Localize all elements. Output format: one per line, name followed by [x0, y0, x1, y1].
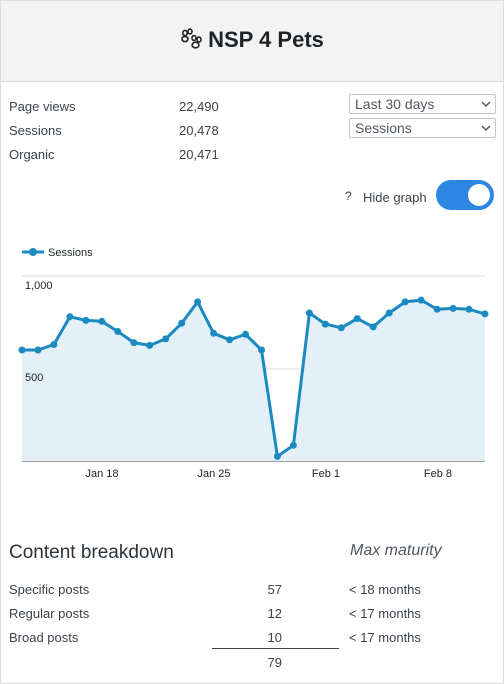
data-point-26[interactable] [417, 296, 425, 304]
data-point-18[interactable] [289, 441, 297, 449]
legend-label-sessions: Sessions [48, 247, 93, 259]
data-point-29[interactable] [465, 305, 473, 313]
stat-value-organic: 20,471 [179, 147, 219, 162]
hide-graph-label: Hide graph [363, 190, 427, 205]
data-point-19[interactable] [305, 309, 313, 317]
x-tick-label-jan-18: Jan 18 [85, 468, 118, 480]
chevron-down-icon [481, 101, 491, 108]
breakdown-maturity-broad: < 17 months [349, 630, 421, 645]
chevron-down-icon [481, 125, 491, 132]
data-point-25[interactable] [401, 298, 409, 306]
data-point-22[interactable] [353, 315, 361, 323]
hide-graph-toggle[interactable] [436, 180, 494, 210]
data-point-13[interactable] [210, 329, 218, 337]
stat-value-sessions: 20,478 [179, 123, 219, 138]
x-tick-label-feb-1: Feb 1 [312, 468, 340, 480]
y-tick-label-1000: 1,000 [25, 280, 53, 292]
paw-icon [181, 28, 202, 49]
data-point-7[interactable] [114, 328, 122, 335]
stat-label-sessions: Sessions [9, 123, 62, 138]
breakdown-total: 79 [267, 655, 282, 670]
breakdown-label-broad: Broad posts [9, 630, 79, 645]
data-point-14[interactable] [226, 336, 234, 344]
sessions-chart: Sessions 1,000 500 Jan 18 Jan 25 Feb 1 F… [18, 247, 489, 480]
sessions-points [18, 296, 489, 460]
data-point-3[interactable] [50, 341, 58, 348]
data-point-6[interactable] [98, 317, 106, 325]
site-title: NSP 4 Pets [208, 27, 324, 52]
total-divider [212, 648, 339, 649]
data-point-21[interactable] [337, 324, 345, 332]
breakdown-count-broad: 10 [267, 630, 282, 645]
data-point-10[interactable] [162, 335, 170, 343]
data-point-4[interactable] [66, 313, 74, 321]
x-tick-label-jan-25: Jan 25 [197, 468, 230, 480]
data-point-20[interactable] [321, 320, 329, 328]
data-point-16[interactable] [258, 346, 265, 354]
help-icon[interactable]: ? [345, 189, 352, 203]
data-point-9[interactable] [146, 341, 154, 349]
site-header: NSP 4 Pets [1, 1, 503, 82]
metric-value: Sessions [355, 120, 412, 136]
chart-legend: Sessions [22, 247, 93, 259]
toggle-knob [468, 184, 490, 206]
stat-label-organic: Organic [9, 147, 55, 162]
stat-label-page-views: Page views [9, 99, 76, 114]
data-point-11[interactable] [178, 319, 186, 327]
data-point-23[interactable] [369, 323, 377, 331]
x-tick-label-feb-8: Feb 8 [424, 468, 452, 480]
sessions-area [22, 300, 485, 461]
date-range-value: Last 30 days [355, 96, 435, 112]
legend-swatch-dot [29, 248, 37, 256]
data-point-1[interactable] [18, 346, 26, 354]
data-point-8[interactable] [130, 339, 138, 347]
data-point-17[interactable] [273, 452, 281, 460]
max-maturity-heading: Max maturity [350, 542, 442, 559]
data-point-12[interactable] [194, 298, 202, 306]
breakdown-label-specific: Specific posts [9, 582, 90, 597]
data-point-15[interactable] [242, 330, 249, 338]
breakdown-maturity-specific: < 18 months [349, 582, 421, 597]
date-range-select[interactable]: Last 30 days [349, 94, 496, 114]
data-point-24[interactable] [385, 309, 393, 317]
data-point-30[interactable] [481, 310, 489, 318]
breakdown-maturity-regular: < 17 months [349, 606, 421, 621]
breakdown-count-specific: 57 [267, 582, 282, 597]
y-tick-label-500: 500 [25, 372, 43, 384]
breakdown-count-regular: 12 [267, 606, 282, 621]
stat-value-page-views: 22,490 [179, 99, 219, 114]
breakdown-label-regular: Regular posts [9, 606, 90, 621]
data-point-5[interactable] [82, 316, 90, 324]
content-breakdown-title: Content breakdown [9, 542, 174, 563]
data-point-2[interactable] [34, 346, 42, 354]
metric-select[interactable]: Sessions [349, 118, 496, 138]
site-title-row: NSP 4 Pets [1, 27, 503, 53]
data-point-28[interactable] [449, 304, 457, 312]
data-point-27[interactable] [433, 305, 441, 313]
